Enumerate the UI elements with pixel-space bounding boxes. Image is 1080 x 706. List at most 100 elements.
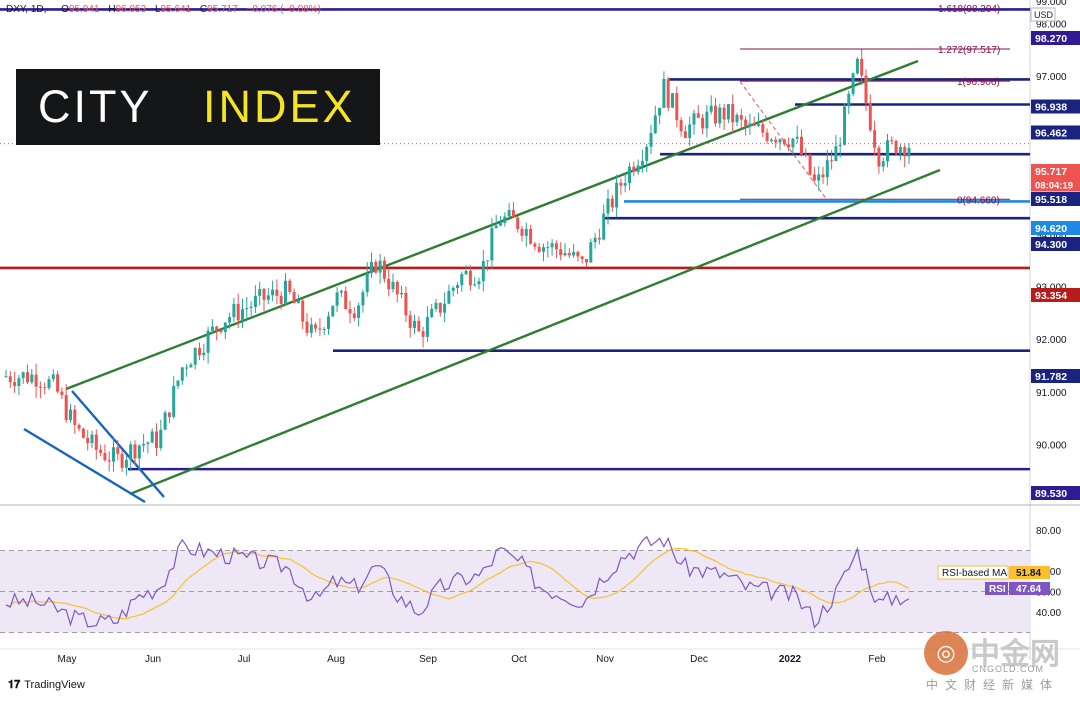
candle-body [683, 131, 687, 138]
candle-body [653, 115, 657, 134]
candle-body [542, 247, 545, 252]
candle-body [142, 444, 146, 446]
candle-body [632, 166, 636, 172]
candle-body [460, 274, 464, 286]
candle-body [903, 146, 907, 157]
candle-body [228, 317, 232, 323]
candle-body [185, 367, 189, 369]
price-tag-label: 08:04:19 [1035, 181, 1073, 192]
price-tag-box [1031, 288, 1080, 302]
candle-body [47, 379, 51, 389]
candle-body [834, 146, 838, 162]
candle-body [344, 290, 348, 310]
candle-body [606, 198, 610, 214]
candle-body [150, 431, 154, 443]
candle-body [511, 210, 515, 218]
candle-body [499, 223, 502, 226]
candle-body [103, 452, 107, 461]
candle-body [339, 290, 343, 293]
candle-body [537, 246, 541, 252]
price-tag-label: 95.518 [1035, 194, 1067, 206]
candle-body [735, 115, 739, 123]
y-tick-label: 94.000 [1036, 230, 1067, 241]
candle-body [649, 133, 653, 147]
candle-body [507, 210, 511, 217]
candle-body [249, 306, 253, 308]
candle-body [198, 348, 201, 356]
candle-body [288, 280, 292, 293]
symbol-label[interactable]: DXY, 1D, [6, 4, 47, 15]
candle-body [38, 386, 42, 388]
y-tick-label: 92.000 [1036, 335, 1067, 346]
candle-body [73, 409, 77, 425]
candle-body [322, 328, 326, 330]
candle-body [726, 104, 730, 120]
candle-body [529, 228, 533, 244]
candle-body [112, 447, 115, 462]
candle-body [524, 228, 528, 236]
candle-body [425, 316, 429, 337]
y-tick-label: 97.000 [1036, 72, 1067, 83]
candle-body [279, 295, 283, 305]
candle-body [159, 429, 163, 448]
candle-body [408, 315, 412, 328]
price-tag-label: 96.462 [1035, 128, 1067, 140]
price-tag-box [1031, 99, 1080, 114]
candle-body [593, 237, 597, 243]
rsi-name-box [985, 582, 1008, 595]
candle-body [619, 182, 623, 186]
candle-body [812, 174, 816, 181]
tradingview-brand[interactable]: 𝟏𝟕 TradingView [8, 679, 85, 692]
candle-body [688, 124, 692, 138]
open-value: 95.941 [68, 4, 100, 15]
candle-body [739, 115, 743, 120]
candle-body [451, 287, 455, 291]
watermark-title: 中金网 [970, 637, 1060, 672]
price-tag-box [1031, 164, 1080, 178]
candle-body [671, 93, 674, 108]
candle-body [636, 165, 640, 172]
candle-body [417, 320, 421, 332]
price-tag-box [1031, 369, 1080, 383]
fib-label: 1(96.906) [957, 77, 1000, 88]
change-value: −0.076 (−0.08%) [246, 4, 321, 15]
candle-body [292, 292, 296, 304]
candle-body [361, 292, 365, 306]
candle-body [155, 431, 158, 448]
candle-body [378, 260, 382, 273]
candle-body [456, 285, 459, 288]
candle-body [86, 437, 90, 444]
candle-body [679, 120, 683, 132]
candle-body [546, 247, 550, 249]
candle-body [825, 160, 829, 178]
candle-body [838, 144, 842, 147]
candle-body [576, 251, 580, 257]
candle-body [705, 111, 709, 129]
wedge-lower [23, 427, 146, 504]
candle-body [335, 292, 339, 306]
candle-body [761, 124, 765, 133]
candle-body [176, 380, 180, 386]
tradingview-logo-icon: 𝟏𝟕 [8, 679, 21, 691]
candle-body [898, 146, 902, 154]
rsi-ma-name: RSI-based MA [942, 568, 1007, 579]
x-tick-label: 2022 [779, 654, 802, 665]
price-tag-box [1031, 486, 1080, 500]
candle-body [34, 374, 38, 387]
candle-body [94, 434, 98, 450]
candle-body [787, 144, 791, 148]
candle-body [662, 78, 666, 108]
y-tick-label: 98.000 [1036, 20, 1067, 31]
candle-body [301, 300, 305, 322]
symbol-header: DXY, 1D, O95.941 H96.053 L95.641 C95.717… [6, 4, 327, 15]
candle-body [180, 367, 184, 381]
price-tag-box [1031, 31, 1080, 45]
candle-body [193, 348, 197, 365]
candle-body [137, 445, 141, 459]
candle-body [731, 104, 735, 123]
rsi-ma-value-box [1009, 566, 1050, 579]
candle-body [894, 140, 898, 154]
currency-label: USD [1034, 10, 1054, 20]
